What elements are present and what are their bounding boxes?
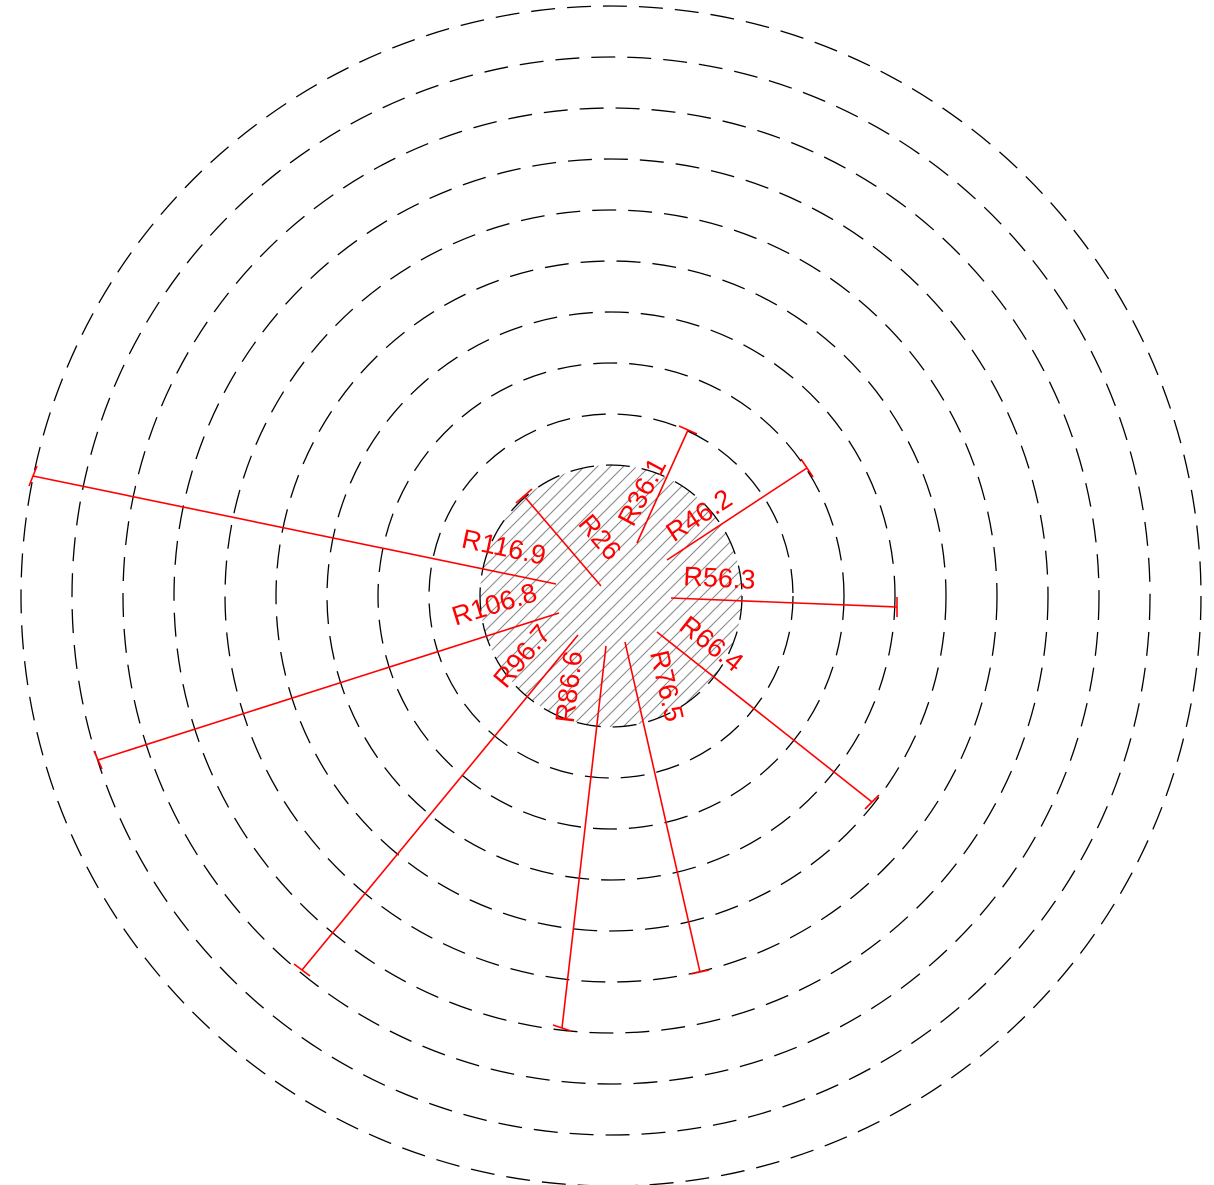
hatch-line bbox=[480, 465, 742, 727]
dimension-label-r116-9: R116.9 bbox=[459, 524, 548, 571]
dimension-tick bbox=[552, 1024, 572, 1032]
dimension-label-r66-4: R66.4 bbox=[674, 610, 749, 678]
hatch-line bbox=[480, 465, 742, 727]
dimension-line bbox=[561, 645, 607, 1029]
dimension-tick bbox=[864, 794, 880, 810]
dimension-tick bbox=[800, 458, 814, 478]
hatch-line bbox=[480, 465, 682, 727]
hatch-line bbox=[480, 465, 742, 727]
circle-r46-2 bbox=[377, 362, 845, 830]
hatch-line bbox=[480, 465, 742, 727]
hatch-line bbox=[618, 465, 742, 727]
hatch-line bbox=[480, 465, 643, 727]
dimension-line bbox=[624, 641, 701, 973]
hatch-line bbox=[488, 465, 742, 727]
circle-r76-5 bbox=[224, 209, 998, 983]
dimension-line bbox=[670, 597, 898, 608]
hatch-line bbox=[480, 465, 708, 727]
dimension-label-r86-6: R86.6 bbox=[550, 649, 589, 724]
dimension-tick bbox=[678, 425, 698, 435]
dimension-tick bbox=[690, 969, 710, 975]
dimension-label-r56-3: R56.3 bbox=[683, 561, 757, 595]
hatch-line bbox=[631, 465, 742, 727]
hatched-core-fill bbox=[480, 465, 742, 727]
circle-r86-6 bbox=[173, 158, 1049, 1034]
circle-r56-3 bbox=[326, 311, 896, 881]
dimension-line bbox=[666, 467, 808, 561]
hatch-line bbox=[480, 465, 742, 727]
hatch-line bbox=[501, 465, 742, 727]
hatch-line bbox=[480, 465, 742, 727]
dimension-line bbox=[32, 475, 557, 585]
hatch-line bbox=[540, 465, 742, 727]
dimension-tick bbox=[515, 488, 533, 504]
dimension-r66-4: R66.4 bbox=[656, 610, 880, 810]
dimension-line bbox=[301, 634, 579, 971]
hatch-line bbox=[480, 465, 742, 727]
hatch-line bbox=[579, 465, 742, 727]
hatch-line bbox=[553, 465, 742, 727]
dimension-r86-6: R86.6 bbox=[550, 645, 607, 1032]
circle-r66-4 bbox=[275, 260, 947, 932]
dimension-label-r96-7: R96.7 bbox=[487, 619, 556, 693]
hatch-line bbox=[480, 465, 742, 727]
hatched-core-circle bbox=[479, 464, 743, 728]
hatch-line bbox=[480, 465, 742, 727]
hatch-line bbox=[480, 465, 742, 727]
dimension-line bbox=[656, 631, 873, 803]
hatch-line bbox=[670, 465, 742, 727]
hatch-line bbox=[514, 465, 742, 727]
hatch-line bbox=[480, 465, 604, 727]
circle-r36-1 bbox=[428, 413, 794, 779]
circle-r96-7 bbox=[122, 107, 1100, 1085]
dimension-line bbox=[97, 612, 560, 761]
hatch-line bbox=[480, 465, 734, 727]
hatch-line bbox=[480, 465, 630, 727]
dimension-tick bbox=[293, 963, 311, 977]
hatch-line bbox=[527, 465, 742, 727]
dashed-circles bbox=[20, 5, 1202, 1185]
circle-r116-9 bbox=[20, 5, 1202, 1185]
dimension-r96-7: R96.7 bbox=[293, 619, 579, 977]
hatch-line bbox=[480, 465, 742, 727]
hatch-line bbox=[644, 465, 742, 727]
radius-dimensions: R26 R36.1 R46.2 R56.3 R66.4 bbox=[28, 425, 898, 1032]
dimension-r76-5: R76.5 bbox=[624, 641, 710, 975]
dimension-tick bbox=[93, 750, 103, 770]
dimension-r116-9: R116.9 bbox=[28, 465, 557, 585]
dimension-line bbox=[636, 429, 689, 544]
dimension-r46-2: R46.2 bbox=[661, 458, 814, 561]
hatch-line bbox=[566, 465, 742, 727]
dimension-r56-3: R56.3 bbox=[670, 561, 898, 617]
hatch-line bbox=[480, 465, 721, 727]
dimension-tick bbox=[28, 465, 38, 487]
hatch-line bbox=[480, 465, 695, 727]
circle-r106-8 bbox=[71, 56, 1151, 1136]
dimension-line bbox=[523, 495, 602, 587]
